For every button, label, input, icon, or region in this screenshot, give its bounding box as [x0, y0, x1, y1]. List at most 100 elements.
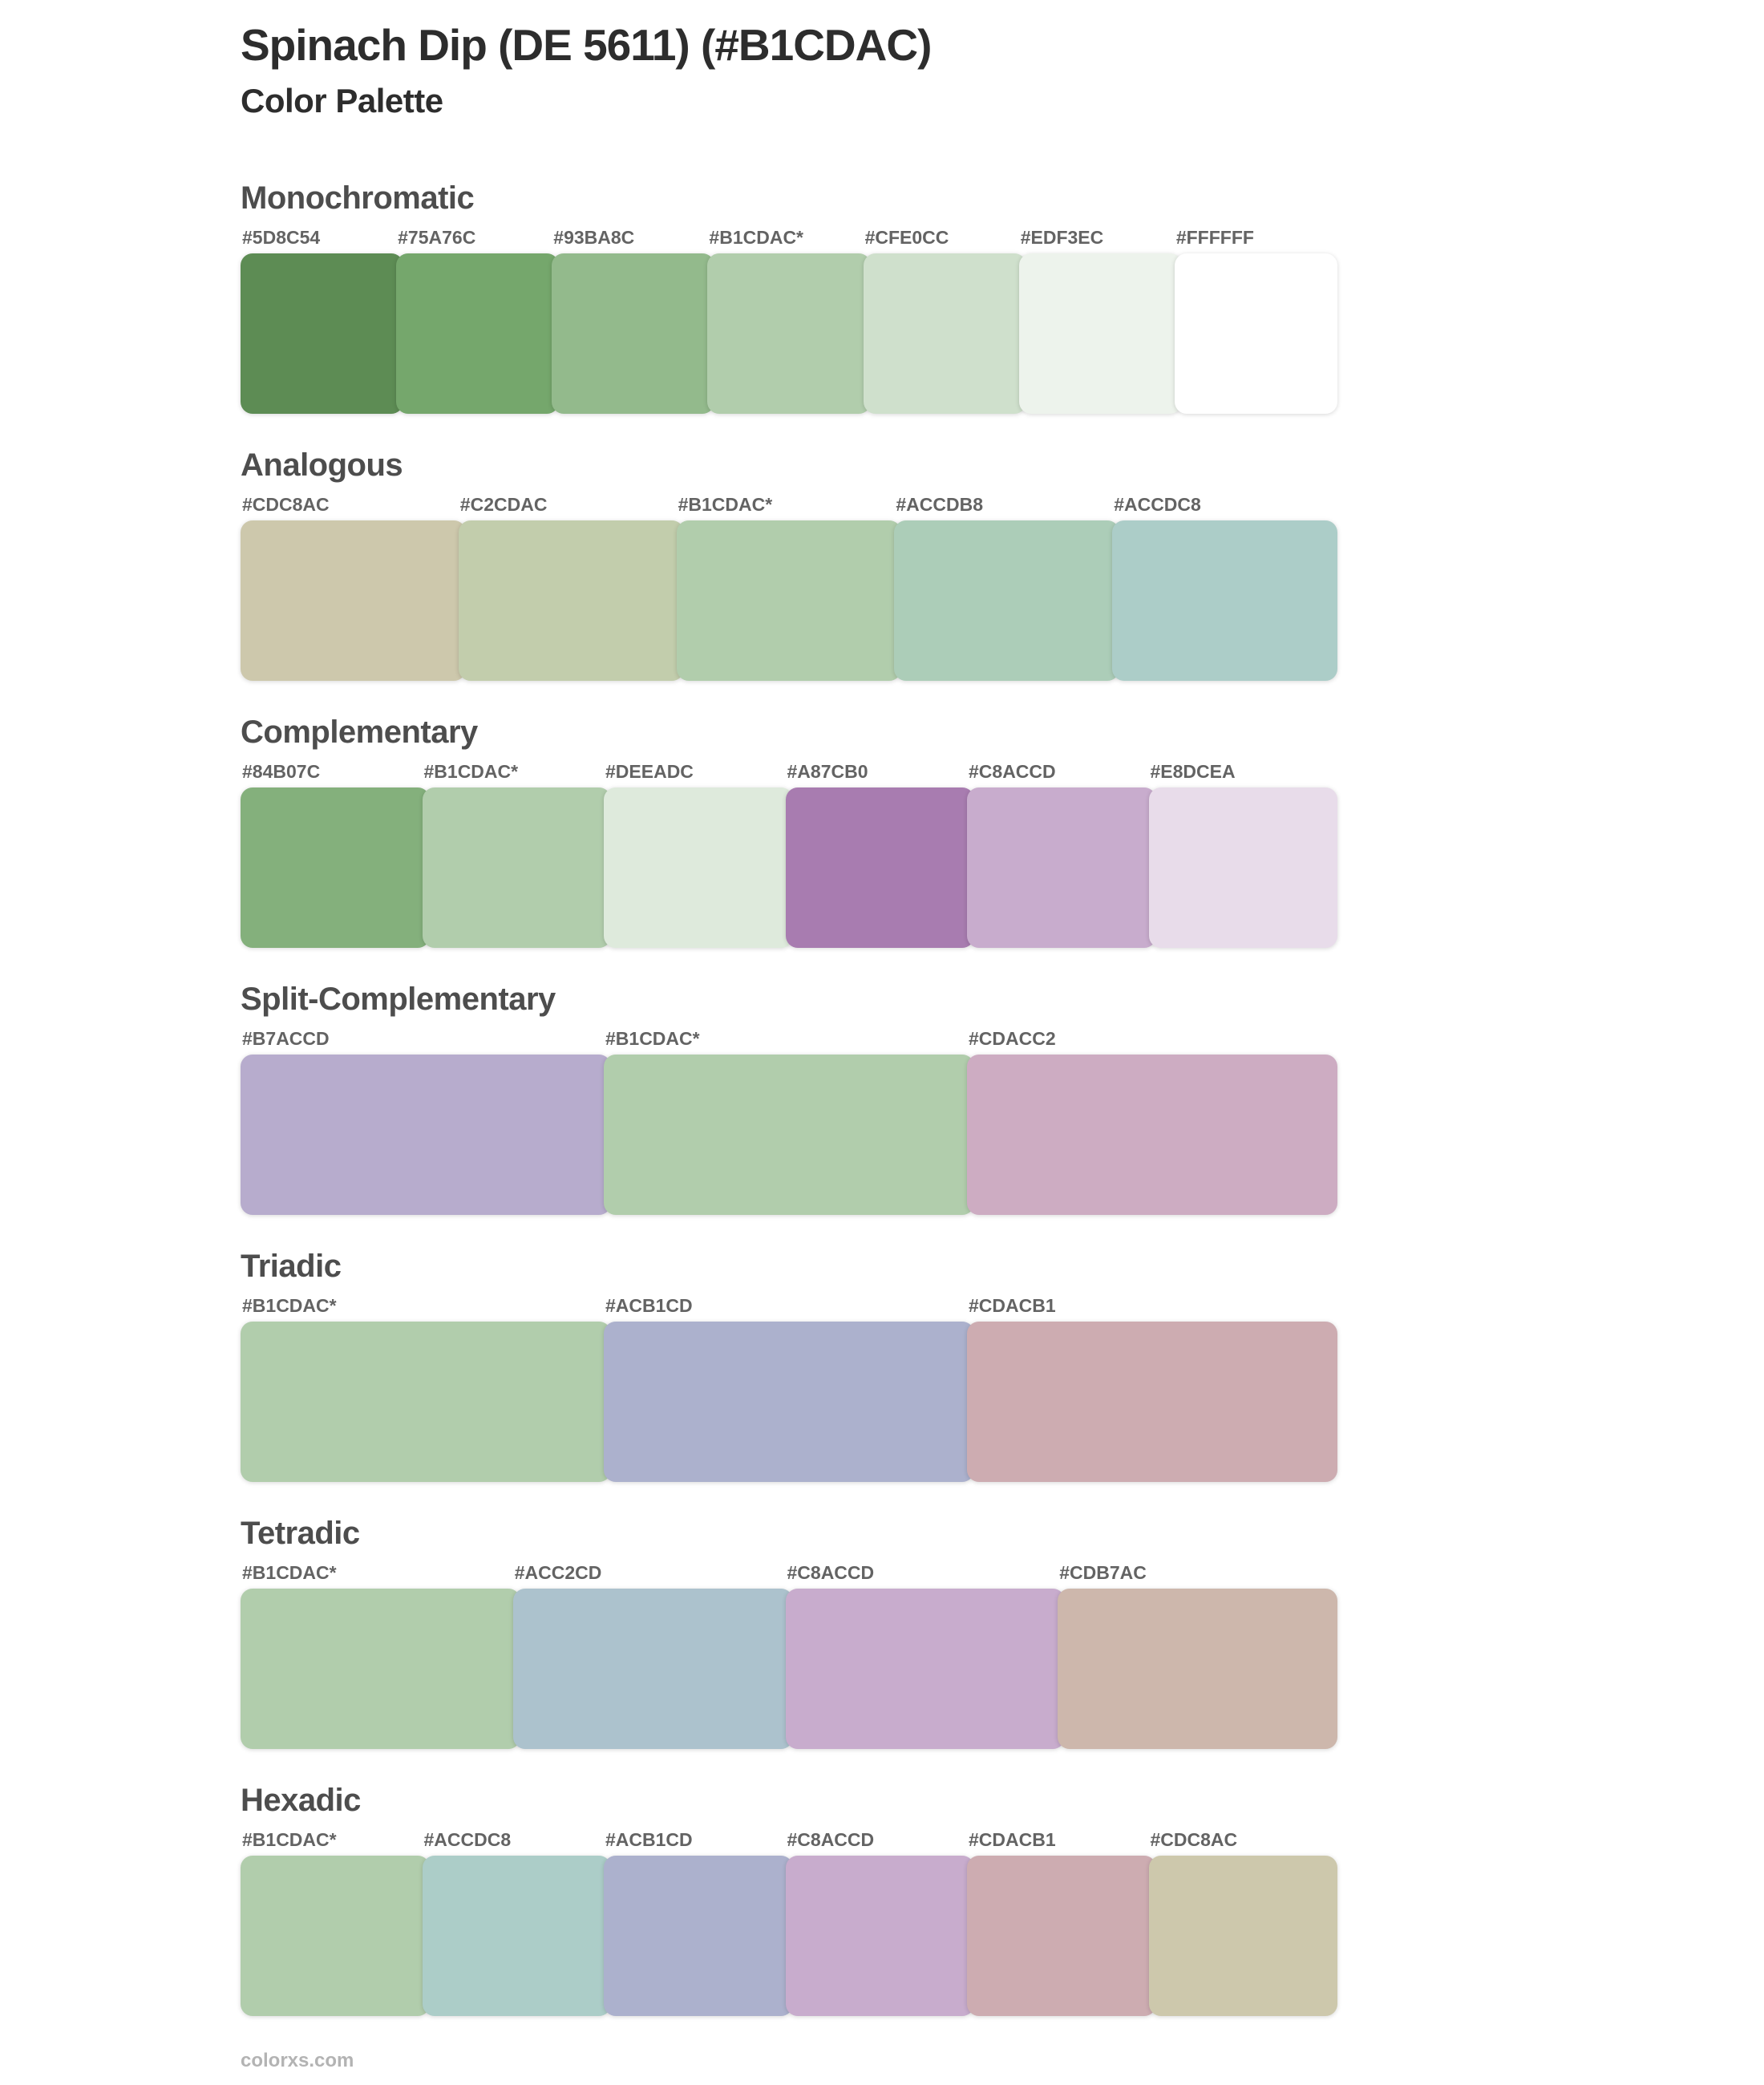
color-swatch[interactable] [1058, 1588, 1337, 1749]
color-swatch[interactable] [241, 1321, 611, 1482]
swatch-column: #ACB1CD [604, 1829, 793, 2016]
section-heading: Triadic [241, 1248, 342, 1284]
palette-section-tetradic: Tetradic #B1CDAC* #ACC2CD #C8ACCD #CDB7AC [241, 1516, 1337, 1749]
swatch-column: #C8ACCD [785, 1561, 1066, 1749]
color-swatch[interactable] [458, 520, 684, 681]
swatch-hex-label: #B1CDAC* [709, 226, 804, 248]
color-swatch[interactable] [1112, 520, 1337, 681]
color-swatch[interactable] [552, 253, 715, 414]
swatch-row: #84B07C #B1CDAC* #DEEADC #A87CB0 #C8ACCD #E8D… [241, 761, 1337, 948]
color-swatch[interactable] [967, 1321, 1337, 1482]
palette-section-triadic: Triadic #B1CDAC* #ACB1CD #CDACB1 [241, 1249, 1337, 1482]
palette-section-complementary: Complementary #84B07C #B1CDAC* #DEEADC #A87C… [241, 715, 1337, 948]
swatch-column: #CDC8AC [241, 494, 466, 681]
swatch-hex-label: #ACC2CD [514, 1561, 602, 1583]
color-swatch[interactable] [676, 520, 902, 681]
swatch-column: #B1CDAC* [241, 1562, 520, 1749]
swatch-column: #CDB7AC [1058, 1562, 1337, 1749]
color-swatch[interactable] [396, 253, 560, 414]
color-swatch[interactable] [422, 787, 611, 948]
swatch-column: #EDF3EC [1018, 226, 1182, 414]
color-swatch[interactable] [1018, 253, 1182, 414]
swatch-column: #ACC2CD [512, 1561, 793, 1749]
swatch-column: #B1CDAC* [422, 761, 611, 948]
color-swatch[interactable] [604, 1855, 793, 2016]
palette-section-hexadic: Hexadic #B1CDAC* #ACCDC8 #ACB1CD #C8ACCD #CDA… [241, 1783, 1337, 2016]
swatch-hex-label: #CDACC2 [969, 1027, 1056, 1049]
swatch-column: #5D8C54 [241, 226, 404, 414]
swatch-hex-label: #B1CDAC* [678, 493, 773, 515]
color-swatch[interactable] [785, 1855, 974, 2016]
swatch-hex-label: #A87CB0 [787, 760, 868, 782]
color-swatch[interactable] [785, 787, 974, 948]
color-swatch[interactable] [967, 1054, 1337, 1215]
color-swatch[interactable] [863, 253, 1026, 414]
swatch-hex-label: #EDF3EC [1020, 226, 1104, 248]
swatch-hex-label: #B1CDAC* [242, 1294, 337, 1316]
swatch-column: #CDACB1 [967, 1829, 1156, 2016]
swatch-column: #ACB1CD [604, 1295, 974, 1482]
section-heading: Tetradic [241, 1515, 360, 1551]
swatch-hex-label: #5D8C54 [242, 226, 321, 248]
swatch-column: #FFFFFF [1174, 226, 1337, 414]
swatch-column: #E8DCEA [1148, 760, 1337, 948]
color-swatch[interactable] [604, 1054, 974, 1215]
footer-site-link[interactable]: colorxs.com [241, 2050, 354, 2071]
swatch-hex-label: #CDC8AC [242, 493, 330, 515]
page-content: Spinach Dip (DE 5611) (#B1CDAC) Color Pa… [241, 21, 1337, 2050]
color-swatch[interactable] [707, 253, 871, 414]
color-swatch[interactable] [894, 520, 1120, 681]
section-heading: Analogous [241, 447, 403, 483]
swatch-row: #5D8C54 #75A76C #93BA8C #B1CDAC* #CFE0CC #EDF… [241, 227, 1337, 414]
swatch-hex-label: #ACCDB8 [896, 493, 984, 515]
palette-section-split-complementary: Split-Complementary #B7ACCD #B1CDAC* #CDACC… [241, 982, 1337, 1215]
swatch-column: #93BA8C [552, 227, 715, 414]
swatch-hex-label: #ACCDC8 [1114, 493, 1201, 515]
section-heading: Complementary [241, 714, 478, 750]
swatch-column: #CDACB1 [967, 1295, 1337, 1482]
swatch-column: #A87CB0 [785, 760, 974, 948]
color-swatch[interactable] [422, 1855, 611, 2016]
color-swatch[interactable] [604, 787, 793, 948]
swatch-hex-label: #B1CDAC* [605, 1027, 700, 1049]
swatch-hex-label: #CDACB1 [969, 1294, 1056, 1316]
swatch-hex-label: #C2CDAC [459, 493, 548, 515]
color-swatch[interactable] [241, 253, 404, 414]
color-swatch[interactable] [1174, 253, 1337, 414]
swatch-row: #CDC8AC #C2CDAC #B1CDAC* #ACCDB8 #ACCDC8 [241, 494, 1337, 681]
swatch-column: #C8ACCD [785, 1829, 974, 2016]
color-swatch[interactable] [1148, 1855, 1337, 2016]
swatch-row: #B7ACCD #B1CDAC* #CDACC2 [241, 1028, 1337, 1215]
swatch-hex-label: #B1CDAC* [242, 1828, 337, 1850]
swatch-column: #84B07C [241, 761, 430, 948]
palette-sections: Monochromatic #5D8C54 #75A76C #93BA8C #B1CDA… [241, 180, 1337, 2016]
swatch-column: #CFE0CC [863, 227, 1026, 414]
color-swatch[interactable] [241, 1588, 520, 1749]
color-swatch[interactable] [604, 1321, 974, 1482]
swatch-hex-label: #CDC8AC [1150, 1828, 1238, 1850]
color-swatch[interactable] [967, 787, 1156, 948]
swatch-column: #B1CDAC* [241, 1295, 611, 1482]
color-swatch[interactable] [967, 1855, 1156, 2016]
swatch-hex-label: #C8ACCD [787, 1561, 875, 1583]
color-swatch[interactable] [241, 1855, 430, 2016]
page-title: Spinach Dip (DE 5611) (#B1CDAC) [241, 20, 932, 70]
swatch-column: #ACCDC8 [1112, 494, 1337, 681]
color-swatch[interactable] [1148, 787, 1337, 948]
swatch-hex-label: #E8DCEA [1150, 760, 1236, 782]
color-swatch[interactable] [241, 520, 466, 681]
palette-section-monochromatic: Monochromatic #5D8C54 #75A76C #93BA8C #B1CDA… [241, 180, 1337, 414]
color-swatch[interactable] [241, 1054, 611, 1215]
swatch-column: #CDC8AC [1148, 1828, 1337, 2016]
palette-section-analogous: Analogous #CDC8AC #C2CDAC #B1CDAC* #ACCDB8 #A… [241, 447, 1337, 681]
color-swatch[interactable] [512, 1588, 793, 1749]
swatch-column: #B1CDAC* [676, 493, 902, 681]
section-heading: Split-Complementary [241, 981, 556, 1017]
swatch-column: #ACCDC8 [422, 1829, 611, 2016]
swatch-hex-label: #CDACB1 [969, 1828, 1056, 1850]
color-swatch[interactable] [785, 1588, 1066, 1749]
swatch-column: #CDACC2 [967, 1028, 1337, 1215]
swatch-hex-label: #CDB7AC [1059, 1561, 1147, 1583]
swatch-hex-label: #FFFFFF [1175, 226, 1254, 248]
color-swatch[interactable] [241, 787, 430, 948]
